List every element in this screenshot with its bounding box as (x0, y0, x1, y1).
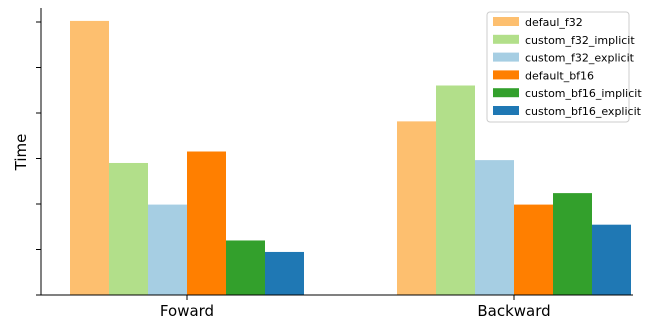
bar-custom_f32_implicit-foward (109, 162, 148, 295)
bar-custom_f32_explicit-backward (475, 160, 514, 295)
bar-default_bf16-foward (187, 151, 226, 295)
y-ticks-group (36, 21, 41, 296)
axes-group (40, 8, 633, 296)
bar-default_bf16-backward (514, 204, 553, 295)
legend-swatch (493, 88, 519, 98)
legend-label: custom_bf16_explicit (525, 105, 642, 118)
legend-label: custom_f32_explicit (525, 52, 635, 65)
bar-custom_bf16_implicit-backward (553, 193, 592, 295)
legend-label: custom_bf16_implicit (525, 87, 642, 100)
legend-swatch (493, 106, 519, 115)
legend-swatch (493, 17, 519, 26)
x-tick-label: Foward (160, 302, 214, 320)
legend: defaul_f32 custom_f32_implicit custom_f32_… (486, 11, 642, 123)
x-tick-label: Backward (477, 302, 550, 320)
bar-defaul_f32-backward (397, 121, 436, 296)
bar-defaul_f32-foward (70, 20, 109, 295)
legend-swatch (493, 34, 519, 44)
legend-label: defaul_f32 (525, 16, 583, 29)
legend-swatch (493, 70, 519, 80)
bar-custom_bf16_implicit-foward (226, 240, 265, 295)
bar-custom_f32_explicit-foward (148, 204, 187, 295)
legend-label: custom_f32_implicit (525, 34, 635, 47)
legend-label: default_bf16 (525, 69, 594, 82)
legend-swatch (493, 52, 519, 62)
bars-group (70, 20, 631, 296)
bar-custom_f32_implicit-backward (436, 85, 475, 296)
x-ticks-group: Foward Backward (160, 295, 551, 320)
legend-frame (486, 11, 630, 123)
bar-custom_bf16_explicit-backward (592, 224, 631, 295)
bar-custom_bf16_explicit-foward (265, 251, 304, 295)
y-axis-title: Time (12, 134, 30, 172)
